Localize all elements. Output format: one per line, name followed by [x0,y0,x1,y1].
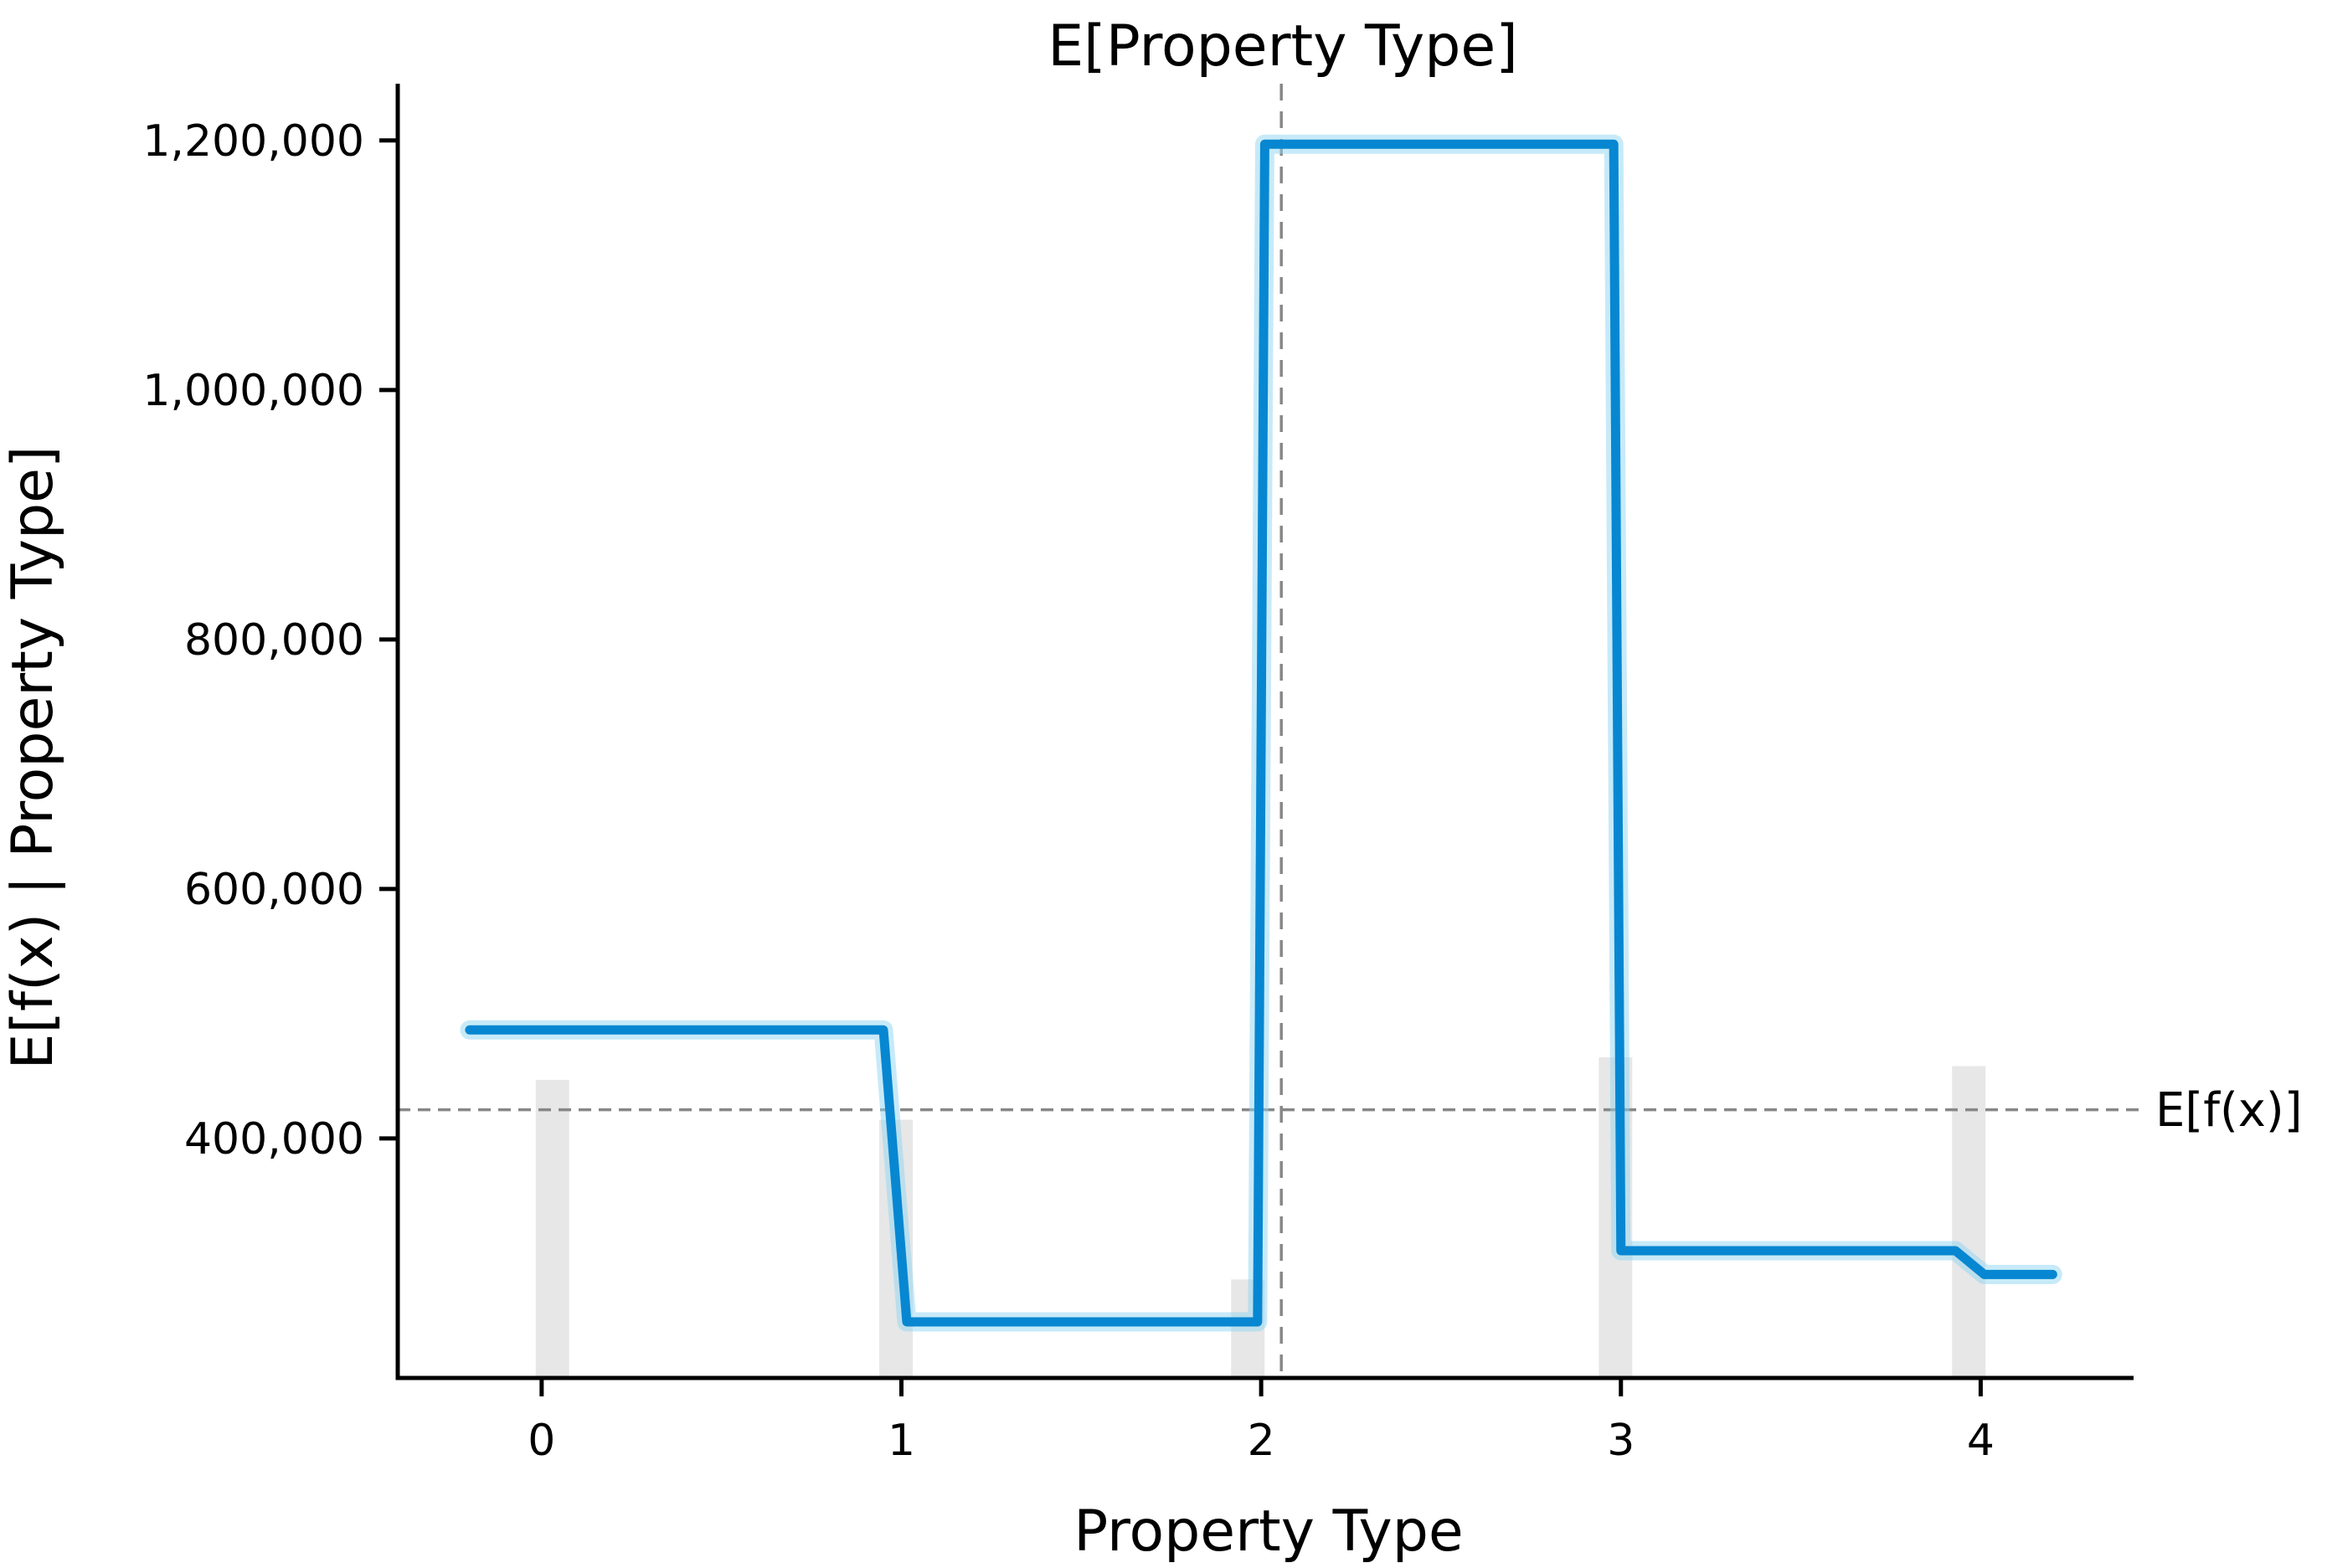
expected-value-label: E[f(x)] [2155,1083,2303,1138]
x-tick-label: 4 [1967,1416,1995,1466]
x-tick-label: 3 [1607,1416,1635,1466]
y-tick-label: 400,000 [184,1114,364,1164]
chart-title: E[Property Type] [1048,13,1518,80]
y-tick-label: 800,000 [184,615,364,666]
histogram-bar [535,1079,569,1378]
x-axis-title: Property Type [1073,1499,1464,1565]
y-tick-label: 600,000 [184,865,364,915]
x-tick-label: 2 [1248,1416,1275,1466]
x-tick-label: 1 [888,1416,915,1466]
histogram-bar [1952,1066,1986,1378]
model-expectation-line [465,139,2057,1327]
plot-layer: 400,000 600,000 800,000 1,000,000 1,200,000 0… [142,84,2140,1466]
y-tick-label: 1,000,000 [142,366,364,416]
x-tick-label: 0 [528,1416,555,1466]
y-axis-title: E[f(x) | Property Type] [0,446,66,1070]
y-tick-label: 1,200,000 [142,116,364,167]
